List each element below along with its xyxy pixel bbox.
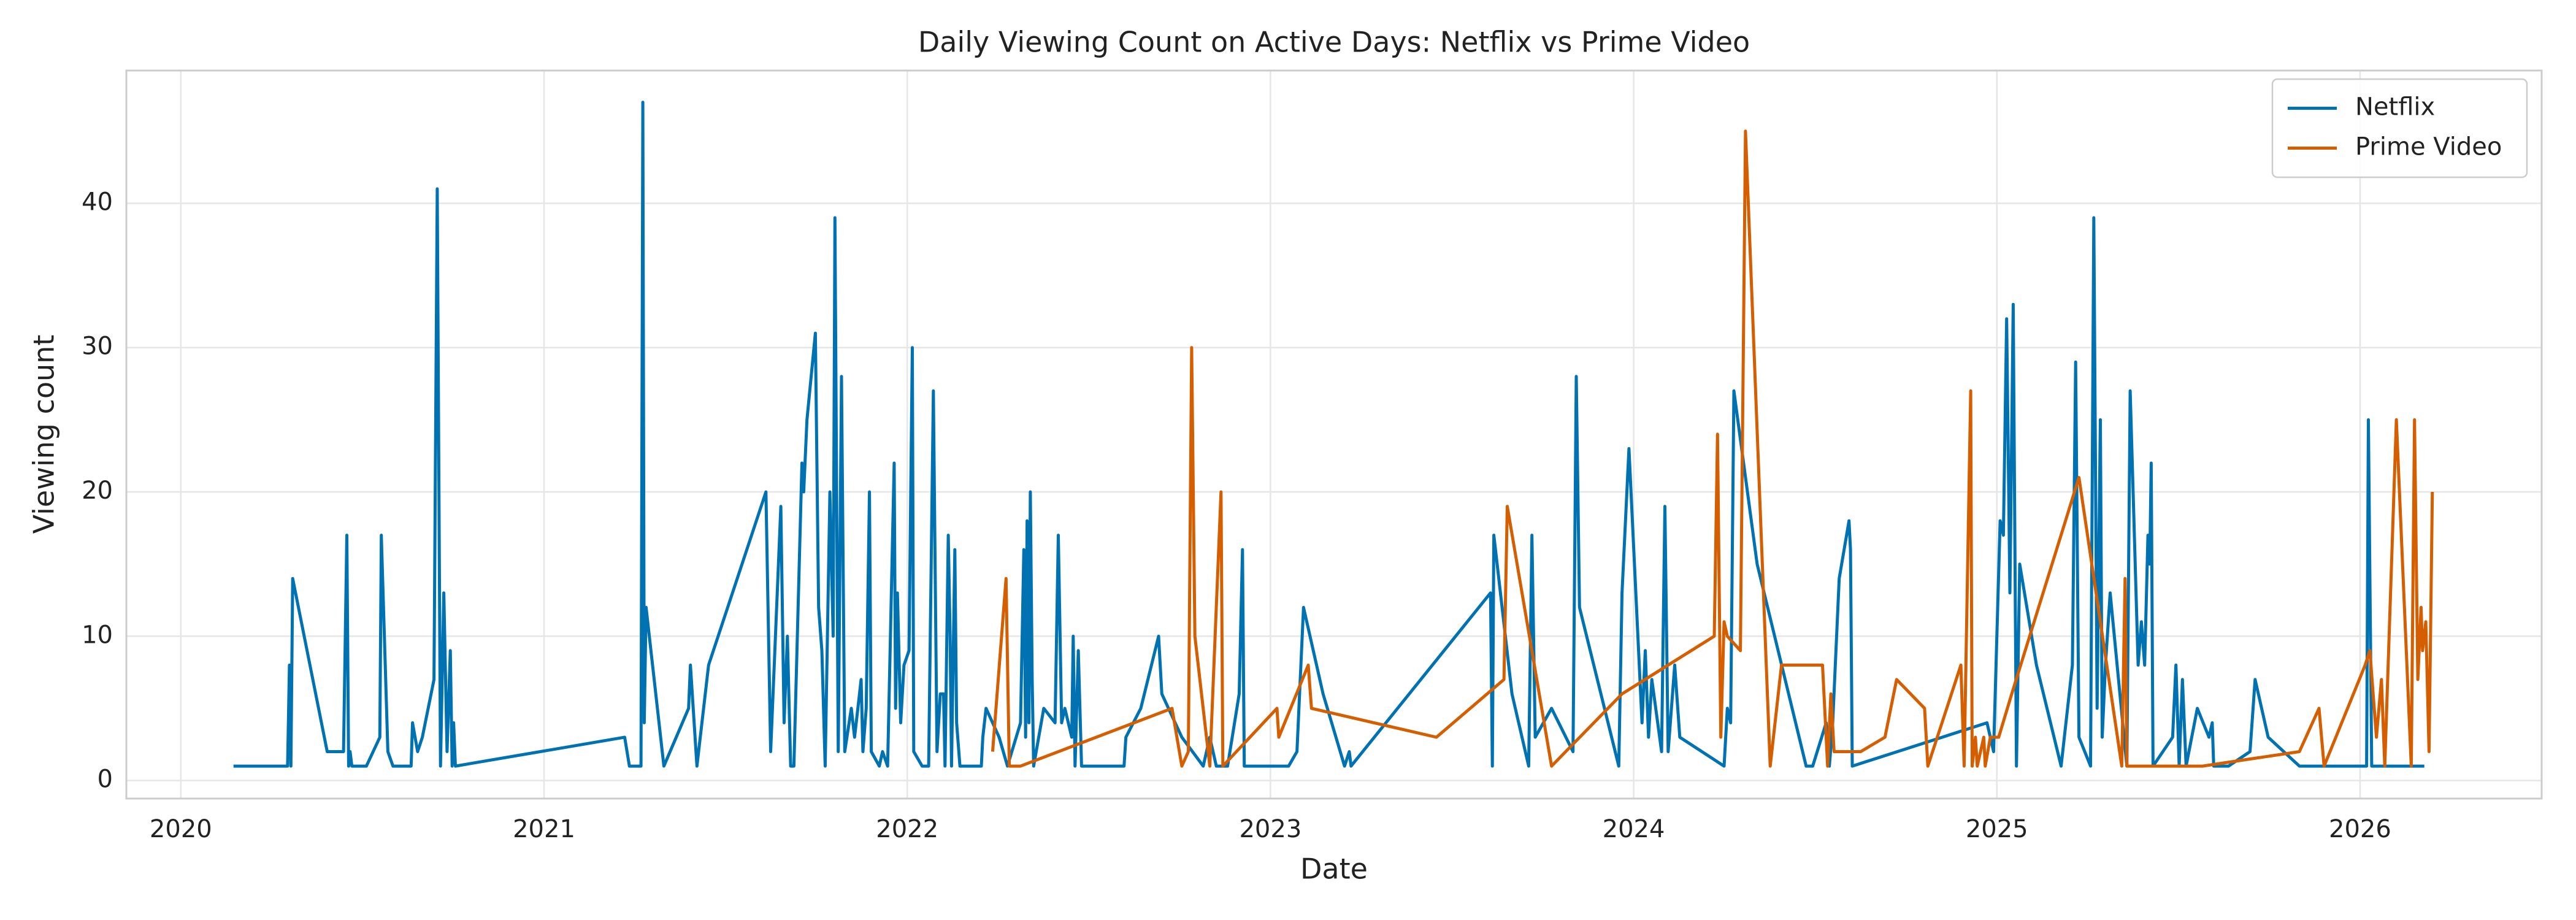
legend-label: Prime Video bbox=[2355, 133, 2502, 161]
legend: Netflix Prime Video bbox=[2271, 78, 2528, 178]
y-tick-label: 0 bbox=[98, 765, 113, 794]
series-line bbox=[233, 101, 2425, 768]
series-line bbox=[991, 129, 2434, 768]
plot-frame bbox=[125, 69, 2543, 800]
y-tick-label: 40 bbox=[82, 188, 113, 216]
y-axis-label: Viewing count bbox=[28, 335, 61, 534]
tick-labels: 2020 2021 2022 2023 2024 2025 2026 0 10 20 30 40 bbox=[82, 188, 2391, 843]
y-tick-label: 10 bbox=[82, 621, 113, 649]
x-tick-label: 2021 bbox=[513, 815, 575, 843]
legend-label: Netflix bbox=[2355, 93, 2435, 121]
legend-box bbox=[2271, 78, 2528, 178]
y-tick-label: 30 bbox=[82, 332, 113, 361]
x-tick-label: 2022 bbox=[876, 815, 938, 843]
x-tick-label: 2023 bbox=[1239, 815, 1301, 843]
x-axis-label: Date bbox=[1300, 853, 1368, 886]
x-tick-label: 2020 bbox=[150, 815, 212, 843]
x-tick-label: 2024 bbox=[1603, 815, 1665, 843]
plot-lines bbox=[233, 101, 2434, 768]
x-tick-label: 2025 bbox=[1966, 815, 2028, 843]
chart-title: Daily Viewing Count on Active Days: Netf… bbox=[918, 26, 1750, 59]
x-tick-label: 2026 bbox=[2329, 815, 2391, 843]
y-tick-label: 20 bbox=[82, 477, 113, 505]
